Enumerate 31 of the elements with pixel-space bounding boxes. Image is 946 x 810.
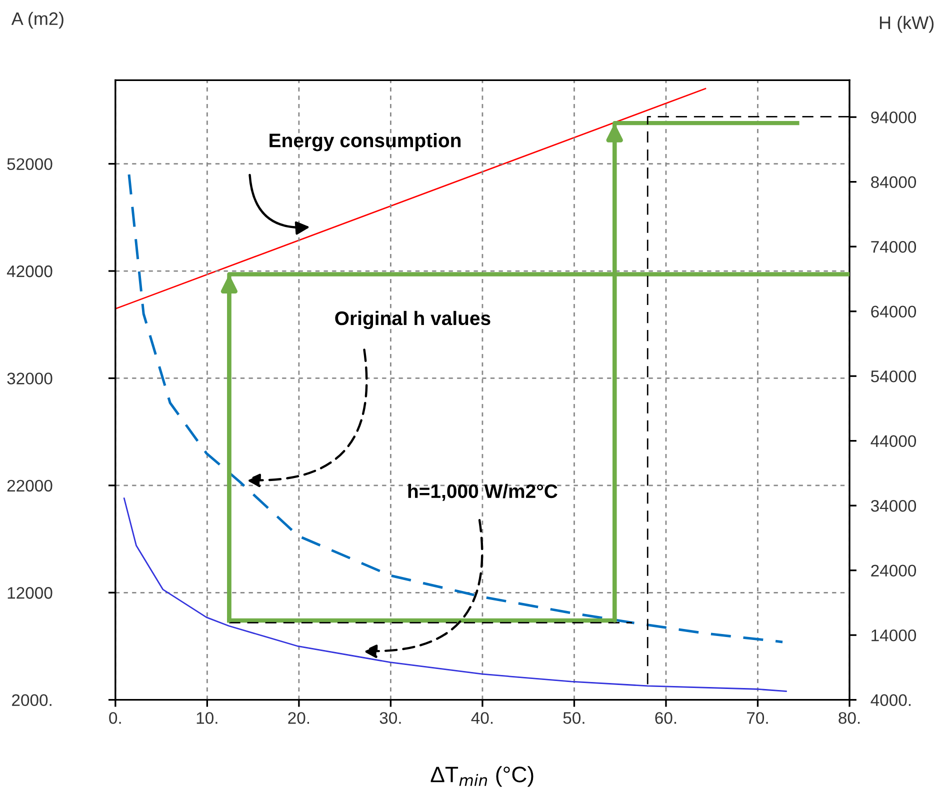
x-axis-title: ΔT$_{min}$ (°C) (430, 766, 534, 787)
y-axis-title: A (m2) (11, 12, 64, 29)
y-tick-label: 22000 (7, 480, 52, 492)
y2-tick-label: 14000 (872, 629, 916, 642)
y2-tick-label: 44000 (870, 435, 916, 448)
y2-tick-label: 94000 (871, 112, 916, 124)
y2-tick-label: 54000 (871, 370, 916, 382)
y2-tick-label: 64000 (871, 306, 916, 318)
annotation: Original h values (335, 310, 490, 330)
y2-tick-label: 4000. (870, 694, 911, 706)
x-tick-label: 0. (109, 712, 121, 724)
y2-tick-label: 34000 (870, 500, 916, 512)
annotation: Energy consumption (270, 133, 460, 152)
x-tick-label: 50. (563, 712, 584, 724)
x-tick-label: 40. (471, 712, 493, 724)
y2-tick-label: 24000 (871, 564, 916, 577)
y2-tick-label: 84000 (871, 176, 916, 188)
y2-tick-label: 74000 (871, 240, 916, 253)
x-tick-label: 30. (380, 712, 401, 724)
y-tick-label: 12000 (8, 587, 52, 599)
y2-axis-title: H (kW) (880, 16, 934, 33)
y-tick-label: 42000 (6, 265, 52, 278)
x-tick-label: 70. (747, 712, 768, 724)
y-tick-label: 32000 (7, 372, 52, 384)
y-tick-label: 52000 (7, 158, 52, 170)
annotation: h=1,000 W/m2°C (408, 484, 558, 501)
x-tick-label: 10. (196, 712, 218, 724)
x-tick-label: 60. (655, 712, 676, 724)
y-tick-label: 2000. (12, 694, 52, 706)
x-tick-label: 20. (288, 712, 309, 724)
x-tick-label: 80. (838, 712, 860, 724)
